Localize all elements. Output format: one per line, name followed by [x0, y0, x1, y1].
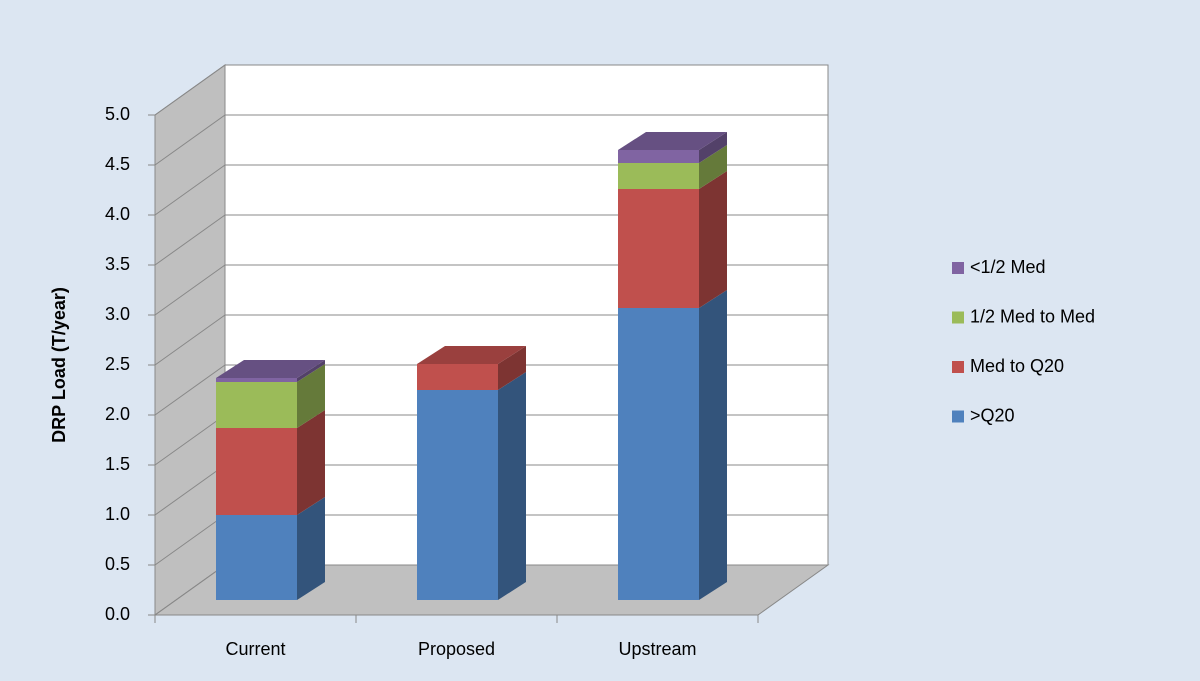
- x-tick-label: Proposed: [418, 639, 495, 659]
- bar-front: [417, 364, 498, 390]
- y-tick-label: 5.0: [105, 104, 130, 124]
- bar-side: [699, 145, 727, 189]
- bar-segment: [618, 132, 727, 163]
- bar-segment: [417, 346, 526, 390]
- bar-front: [216, 382, 297, 428]
- bar-front: [618, 189, 699, 308]
- grid-line-side: [154, 564, 226, 616]
- y-tick-label: 3.0: [105, 304, 130, 324]
- legend-label: 1/2 Med to Med: [970, 306, 1095, 326]
- legend-label: >Q20: [970, 405, 1015, 425]
- grid-line-side: [154, 464, 226, 516]
- bar-top: [618, 132, 727, 150]
- legend-swatch: [952, 361, 964, 373]
- y-tick-label: 4.0: [105, 204, 130, 224]
- y-tick-label: 1.0: [105, 504, 130, 524]
- bar-segment: [216, 364, 325, 428]
- bar-segment: [618, 145, 727, 189]
- bar-front: [618, 308, 699, 600]
- grid: [225, 114, 828, 565]
- bar-side: [699, 132, 727, 163]
- y-tick-label: 3.5: [105, 254, 130, 274]
- y-tick-label: 2.5: [105, 354, 130, 374]
- legend-swatch: [952, 311, 964, 324]
- y-axis-title: DRP Load (T/year): [49, 287, 69, 443]
- bar-side: [297, 360, 325, 382]
- bar-side: [297, 497, 325, 600]
- bar-segment: [216, 497, 325, 600]
- bar-top: [216, 360, 325, 378]
- bar-side: [498, 372, 526, 600]
- bar-side: [699, 290, 727, 600]
- bar-side: [699, 171, 727, 308]
- bar-segment: [618, 290, 727, 600]
- grid-line-side: [154, 364, 226, 416]
- grid-line-side: [154, 214, 226, 266]
- grid-line-side: [154, 514, 226, 566]
- x-tick-label: Upstream: [618, 639, 696, 659]
- bar-segment: [216, 360, 325, 382]
- bar-segment: [216, 410, 325, 515]
- bar-front: [216, 515, 297, 600]
- y-tick-label: 4.5: [105, 154, 130, 174]
- bar-side: [498, 346, 526, 390]
- bar-front: [417, 390, 498, 600]
- bar-front: [618, 150, 699, 163]
- bar-front: [216, 428, 297, 515]
- x-tick-label: Current: [225, 639, 285, 659]
- grid-line-side: [154, 114, 226, 166]
- grid-line-side: [154, 414, 226, 466]
- legend-swatch: [952, 410, 964, 423]
- y-tick-label: 2.0: [105, 404, 130, 424]
- legend-swatch: [952, 262, 964, 274]
- bar-top: [417, 346, 526, 364]
- bar-segment: [618, 171, 727, 308]
- bar-side: [297, 410, 325, 515]
- bar-segment: [417, 372, 526, 600]
- grid-line-side: [154, 164, 226, 216]
- bar-front: [618, 163, 699, 189]
- legend-label: <1/2 Med: [970, 257, 1046, 277]
- y-tick-label: 1.5: [105, 454, 130, 474]
- grid-line-side: [154, 314, 226, 366]
- y-tick-label: 0.5: [105, 554, 130, 574]
- y-tick-label: 0.0: [105, 604, 130, 624]
- legend-label: Med to Q20: [970, 356, 1064, 376]
- bar-side: [297, 364, 325, 428]
- grid-line-side: [154, 64, 226, 116]
- bar-front: [216, 378, 297, 382]
- grid-line-side: [154, 264, 226, 316]
